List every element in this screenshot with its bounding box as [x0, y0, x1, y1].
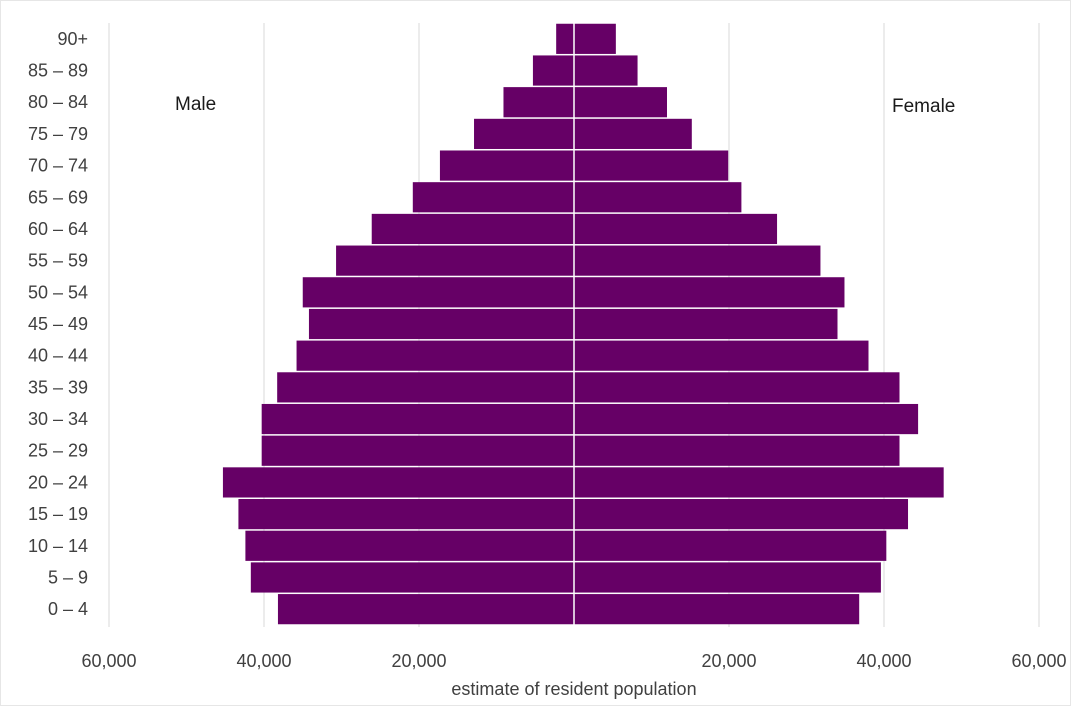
bar-female: [574, 118, 692, 149]
age-group-label: 60 – 64: [28, 219, 88, 239]
bar-male: [336, 245, 574, 276]
bar-female: [574, 55, 638, 86]
x-tick-label-right: 40,000: [856, 651, 911, 671]
bar-male: [245, 530, 574, 561]
bar-male: [474, 118, 574, 149]
age-group-label: 0 – 4: [48, 599, 88, 619]
bar-female: [574, 277, 845, 308]
bar-female: [574, 435, 900, 466]
bar-male: [261, 403, 574, 435]
bar-female: [574, 308, 838, 340]
bar-female: [574, 467, 944, 498]
bar-female: [574, 562, 881, 593]
bar-female: [574, 245, 821, 276]
age-group-label: 35 – 39: [28, 377, 88, 397]
bar-male: [222, 467, 575, 498]
bar-male: [412, 182, 574, 213]
bar-male: [238, 499, 575, 530]
bar-male: [532, 55, 574, 86]
bar-male: [439, 150, 574, 181]
age-group-label: 75 – 79: [28, 124, 88, 144]
age-group-label: 10 – 14: [28, 536, 88, 556]
x-axis-title: estimate of resident population: [451, 679, 696, 699]
bar-male: [556, 23, 574, 54]
bar-female: [574, 499, 909, 530]
bar-male: [296, 340, 574, 371]
female-series-label: Female: [892, 96, 955, 117]
age-group-label: 85 – 89: [28, 61, 88, 81]
age-group-label: 55 – 59: [28, 251, 88, 271]
x-tick-label-right: 20,000: [701, 651, 756, 671]
bar-male: [277, 594, 574, 625]
bar-female: [574, 87, 667, 118]
bar-female: [574, 530, 887, 561]
age-group-label: 20 – 24: [28, 472, 88, 492]
bar-male: [308, 308, 574, 340]
age-group-label: 65 – 69: [28, 187, 88, 207]
age-group-label: 80 – 84: [28, 92, 88, 112]
age-group-label: 30 – 34: [28, 409, 88, 429]
x-tick-label-left: 40,000: [236, 651, 291, 671]
x-tick-label-left: 20,000: [391, 651, 446, 671]
age-group-label: 50 – 54: [28, 282, 88, 302]
bar-female: [574, 182, 742, 213]
male-series-label: Male: [175, 94, 216, 115]
age-group-label: 5 – 9: [48, 567, 88, 587]
bar-female: [574, 372, 900, 403]
x-tick-label-right: 60,000: [1011, 651, 1066, 671]
bar-male: [250, 562, 574, 593]
bar-female: [574, 594, 860, 625]
bar-female: [574, 213, 778, 245]
bar-male: [371, 213, 574, 245]
age-group-label: 90+: [57, 29, 88, 49]
x-tick-label-left: 60,000: [81, 651, 136, 671]
bar-male: [277, 372, 574, 403]
age-group-label: 70 – 74: [28, 156, 88, 176]
bar-male: [503, 87, 574, 118]
bar-male: [261, 435, 574, 466]
bars: [222, 23, 944, 625]
age-group-label: 40 – 44: [28, 346, 88, 366]
bar-female: [574, 403, 919, 435]
age-group-label: 25 – 29: [28, 441, 88, 461]
bar-female: [574, 150, 729, 181]
bar-female: [574, 340, 869, 371]
age-group-label: 15 – 19: [28, 504, 88, 524]
age-group-label: 45 – 49: [28, 314, 88, 334]
bar-male: [302, 277, 574, 308]
bar-female: [574, 23, 616, 54]
labels: 20,000 20,000 40,000 40,000 60,000 60,000 0 – …: [28, 29, 1067, 671]
